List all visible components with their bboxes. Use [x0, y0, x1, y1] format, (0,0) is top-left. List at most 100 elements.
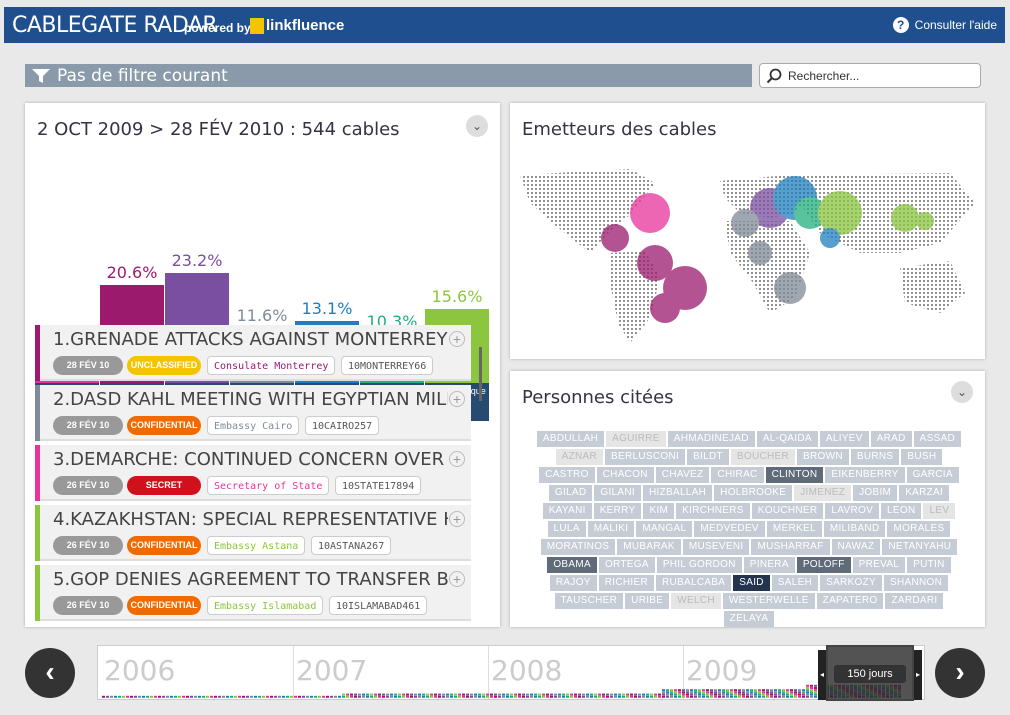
person-tag[interactable]: KAYANI	[542, 503, 592, 519]
person-tag[interactable]: WESTERWELLE	[722, 593, 815, 609]
person-tag[interactable]: PINERA	[743, 557, 795, 573]
person-tag[interactable]: RAJOY	[549, 575, 597, 591]
expand-plus-icon[interactable]: +	[449, 331, 465, 347]
person-tag[interactable]: NETANYAHU	[882, 539, 958, 555]
person-tag[interactable]: CHACON	[596, 467, 654, 483]
chevron-down-icon[interactable]: ⌄	[951, 381, 973, 403]
person-tag[interactable]: JOBIM	[853, 485, 898, 501]
cable-row[interactable]: 2.DASD KAHL MEETING WITH EGYPTIAN MILIT.…	[35, 385, 471, 441]
person-tag[interactable]: SALEH	[771, 575, 819, 591]
person-tag[interactable]: MEDVEDEV	[694, 521, 765, 537]
person-tag[interactable]: KIM	[643, 503, 675, 519]
cable-title[interactable]: 1.GRENADE ATTACKS AGAINST MONTERREY P...	[53, 329, 448, 350]
person-tag[interactable]: LEON	[881, 503, 922, 519]
world-map[interactable]	[510, 103, 985, 359]
person-tag[interactable]: LAVROV	[825, 503, 880, 519]
cable-source[interactable]: Consulate Monterrey	[207, 356, 336, 375]
person-tag[interactable]: ZELAYA	[723, 611, 775, 627]
cable-source[interactable]: Secretary of State	[207, 476, 330, 495]
person-tag[interactable]: CASTRO	[539, 467, 595, 483]
person-tag[interactable]: LULA	[547, 521, 586, 537]
timeline-selection[interactable]: ◂ 150 jours ▸	[818, 645, 922, 701]
selection-right-handle[interactable]: ▸	[914, 650, 922, 700]
person-tag[interactable]: URIBE	[625, 593, 670, 609]
person-tag[interactable]: SARKOZY	[820, 575, 882, 591]
cable-reference[interactable]: 10STATE17894	[335, 476, 422, 495]
person-tag[interactable]: MORALES	[887, 521, 951, 537]
person-tag[interactable]: ALIYEV	[819, 431, 869, 447]
person-tag[interactable]: ABDULLAH	[536, 431, 605, 447]
person-tag[interactable]: AZNAR	[555, 449, 604, 465]
person-tag[interactable]: AHMADINEJAD	[667, 431, 755, 447]
person-tag[interactable]: CHAVEZ	[655, 467, 710, 483]
person-tag[interactable]: ZARDARI	[885, 593, 944, 609]
person-tag[interactable]: EIKENBERRY	[825, 467, 905, 483]
person-tag[interactable]: ASSAD	[913, 431, 962, 447]
person-tag[interactable]: HIZBALLAH	[643, 485, 713, 501]
cable-title[interactable]: 3.DEMARCHE: CONTINUED CONCERN OVER S...	[53, 449, 448, 470]
person-tag[interactable]: POLOFF	[796, 557, 851, 573]
person-tag[interactable]: WELCH	[671, 593, 721, 609]
expand-plus-icon[interactable]: +	[449, 511, 465, 527]
person-tag[interactable]: CLINTON	[765, 467, 824, 483]
filter-bar[interactable]: Pas de filtre courant	[25, 64, 752, 87]
person-tag[interactable]: GARCIA	[906, 467, 959, 483]
partner-name[interactable]: linkfluence	[266, 17, 345, 34]
person-tag[interactable]: PREVAL	[852, 557, 906, 573]
cable-title[interactable]: 2.DASD KAHL MEETING WITH EGYPTIAN MILIT.…	[53, 389, 448, 410]
cable-row[interactable]: 3.DEMARCHE: CONTINUED CONCERN OVER S... …	[35, 445, 471, 501]
selection-left-handle[interactable]: ◂	[818, 650, 826, 700]
person-tag[interactable]: BUSH	[901, 449, 943, 465]
cable-title[interactable]: 5.GOP DENIES AGREEMENT TO TRANSFER BE...	[53, 569, 448, 590]
person-tag[interactable]: MUSHARRAF	[751, 539, 830, 555]
person-tag[interactable]: LEV	[923, 503, 956, 519]
expand-plus-icon[interactable]: +	[449, 571, 465, 587]
person-tag[interactable]: PUTIN	[907, 557, 951, 573]
person-tag[interactable]: BOUCHER	[730, 449, 796, 465]
cable-source[interactable]: Embassy Cairo	[207, 416, 300, 435]
cable-reference[interactable]: 10MONTERREY66	[341, 356, 434, 375]
person-tag[interactable]: SHANNON	[883, 575, 949, 591]
search-input[interactable]	[788, 68, 968, 83]
expand-plus-icon[interactable]: +	[449, 391, 465, 407]
scrollbar-thumb[interactable]	[479, 347, 482, 401]
help-link[interactable]: ? Consulter l'aide	[892, 17, 997, 33]
person-tag[interactable]: NAWAZ	[831, 539, 881, 555]
person-tag[interactable]: JIMENEZ	[794, 485, 852, 501]
person-tag[interactable]: ORTEGA	[598, 557, 655, 573]
cable-reference[interactable]: 10ISLAMABAD461	[329, 596, 428, 615]
person-tag[interactable]: MORATINOS	[540, 539, 616, 555]
person-tag[interactable]: OBAMA	[547, 557, 597, 573]
cable-row[interactable]: 5.GOP DENIES AGREEMENT TO TRANSFER BE...…	[35, 565, 471, 621]
person-tag[interactable]: GILAD	[548, 485, 593, 501]
expand-plus-icon[interactable]: +	[449, 451, 465, 467]
person-tag[interactable]: RICHIER	[598, 575, 654, 591]
person-tag[interactable]: RUBALCABA	[655, 575, 732, 591]
person-tag[interactable]: MALIKI	[587, 521, 635, 537]
cable-title[interactable]: 4.KAZAKHSTAN: SPECIAL REPRESENTATIVE H..…	[53, 509, 448, 530]
person-tag[interactable]: AL-QAIDA	[756, 431, 818, 447]
cable-source[interactable]: Embassy Astana	[207, 536, 306, 555]
person-tag[interactable]: ZAPATERO	[816, 593, 884, 609]
cable-scrollbar[interactable]	[477, 335, 485, 615]
person-tag[interactable]: MUBARAK	[617, 539, 681, 555]
person-tag[interactable]: SAID	[733, 575, 770, 591]
chevron-right-icon[interactable]: ›	[935, 648, 985, 698]
person-tag[interactable]: MERKEL	[766, 521, 822, 537]
person-tag[interactable]: AGUIRRE	[606, 431, 666, 447]
chevron-left-icon[interactable]: ‹	[25, 648, 75, 698]
person-tag[interactable]: KIRCHNERS	[676, 503, 750, 519]
person-tag[interactable]: BURNS	[850, 449, 900, 465]
cable-row[interactable]: 1.GRENADE ATTACKS AGAINST MONTERREY P...…	[35, 325, 471, 381]
cable-reference[interactable]: 10CAIRO257	[305, 416, 380, 435]
person-tag[interactable]: KARZAI	[899, 485, 950, 501]
person-tag[interactable]: ARAD	[870, 431, 912, 447]
timeline[interactable]: 2006 2007 2008 2009	[97, 645, 925, 700]
person-tag[interactable]: KOUCHNER	[751, 503, 824, 519]
cable-emitter-bubbles[interactable]	[601, 176, 934, 323]
person-tag[interactable]: BILDT	[687, 449, 729, 465]
person-tag[interactable]: MILIBAND	[823, 521, 886, 537]
person-tag[interactable]: TAUSCHER	[554, 593, 624, 609]
cable-reference[interactable]: 10ASTANA267	[311, 536, 392, 555]
person-tag[interactable]: PHIL GORDON	[656, 557, 742, 573]
